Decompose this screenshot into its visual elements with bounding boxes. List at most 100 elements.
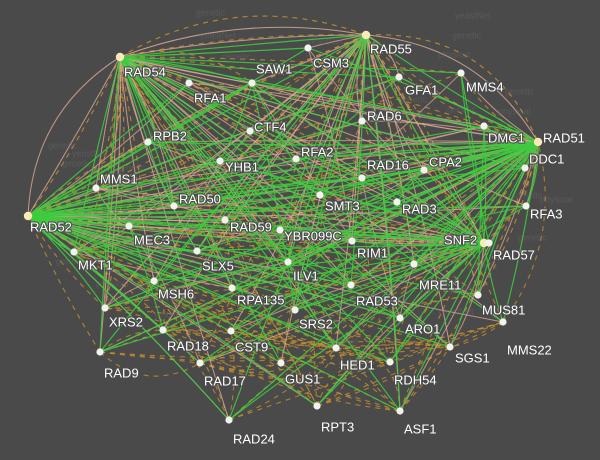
graph-edge <box>483 125 539 143</box>
graph-edge <box>287 169 425 263</box>
edge-type-label: physical <box>292 151 325 161</box>
graph-node[interactable] <box>92 184 100 192</box>
graph-edge <box>27 82 253 217</box>
graph-node[interactable] <box>304 44 312 52</box>
graph-node[interactable] <box>457 69 465 77</box>
graph-node-label: XRS2 <box>109 314 143 329</box>
graph-node[interactable] <box>185 79 193 87</box>
graph-node[interactable] <box>361 30 371 40</box>
node-layer[interactable] <box>23 30 543 424</box>
graph-node[interactable] <box>216 157 224 165</box>
graph-node[interactable] <box>23 211 33 221</box>
graph-edge <box>153 280 282 364</box>
graph-node[interactable] <box>292 155 300 163</box>
graph-node[interactable] <box>170 202 178 210</box>
graph-node-label: SLX5 <box>202 258 234 273</box>
graph-node[interactable] <box>485 239 493 247</box>
graph-edge <box>119 15 367 58</box>
graph-edge <box>224 219 401 319</box>
graph-node[interactable] <box>395 73 403 81</box>
graph-edge <box>119 50 253 84</box>
graph-edge <box>119 26 367 58</box>
graph-edge <box>398 76 485 244</box>
graph-node[interactable] <box>396 314 404 322</box>
graph-node[interactable] <box>221 216 229 224</box>
edge-type-label: genetic <box>398 94 428 104</box>
graph-edge <box>399 141 539 412</box>
graph-edge <box>128 225 164 331</box>
graph-node[interactable] <box>284 258 292 266</box>
graph-node[interactable] <box>248 79 256 87</box>
graph-edge <box>27 215 230 421</box>
edge-type-label: physical <box>186 210 219 220</box>
graph-node[interactable] <box>150 277 158 285</box>
edge-type-label: genetic <box>513 190 543 200</box>
graph-node-label: RFA3 <box>530 206 563 221</box>
graph-node-label: SNF2 <box>444 232 477 247</box>
graph-node[interactable] <box>396 407 404 415</box>
graph-node[interactable] <box>276 226 284 234</box>
edge-type-label: yeastNet <box>146 127 182 137</box>
graph-node[interactable] <box>358 174 366 182</box>
edge-type-label: genetic <box>62 158 92 168</box>
graph-node[interactable] <box>228 284 236 292</box>
graph-edge <box>99 242 485 353</box>
graph-node[interactable] <box>533 137 543 147</box>
graph-node[interactable] <box>101 304 109 312</box>
graph-node[interactable] <box>348 237 356 245</box>
graph-edge <box>119 56 527 207</box>
graph-node[interactable] <box>225 416 233 424</box>
graph-node-label: RAD57 <box>493 247 535 262</box>
graph-edge <box>104 56 121 309</box>
graph-node[interactable] <box>410 260 418 268</box>
graph-edge <box>27 215 106 309</box>
graph-edge <box>365 34 451 348</box>
graph-node[interactable] <box>316 191 324 199</box>
graph-edge <box>413 205 527 265</box>
graph-node[interactable] <box>313 402 321 410</box>
graph-node[interactable] <box>70 248 78 256</box>
graph-node[interactable] <box>159 326 167 334</box>
graph-node[interactable] <box>358 117 366 125</box>
graph-edge <box>287 261 337 349</box>
graph-node[interactable] <box>144 138 152 146</box>
edge-type-label: genetic <box>452 30 482 40</box>
graph-node[interactable] <box>332 344 340 352</box>
graph-node[interactable] <box>193 247 201 255</box>
graph-node[interactable] <box>420 166 428 174</box>
graph-node[interactable] <box>291 306 299 314</box>
edge-type-label: yeastNet <box>455 10 491 20</box>
edge-type-label: yeastNet <box>322 336 358 346</box>
graph-node[interactable] <box>277 359 285 367</box>
graph-node[interactable] <box>446 343 454 351</box>
graph-edge <box>279 120 363 231</box>
edge-type-label: genetic <box>505 86 535 96</box>
graph-edge <box>119 56 353 242</box>
graph-node[interactable] <box>393 198 401 206</box>
graph-edge <box>27 215 337 349</box>
graph-edge <box>230 169 425 332</box>
graph-node[interactable] <box>227 327 235 335</box>
graph-node[interactable] <box>96 348 104 356</box>
graph-edge <box>27 167 526 217</box>
graph-edge <box>279 34 367 231</box>
graph-edge <box>316 360 391 407</box>
graph-node[interactable] <box>125 222 133 230</box>
graph-edge <box>27 56 121 217</box>
graph-edge <box>196 250 401 319</box>
graph-node[interactable] <box>521 164 529 172</box>
graph-node[interactable] <box>347 281 355 289</box>
graph-edge <box>294 34 367 311</box>
graph-node[interactable] <box>474 291 482 299</box>
graph-node[interactable] <box>480 122 488 130</box>
graph-node[interactable] <box>246 127 254 135</box>
graph-node[interactable] <box>196 359 204 367</box>
graph-edge <box>389 242 485 363</box>
graph-node[interactable] <box>115 52 125 62</box>
graph-node[interactable] <box>499 318 507 326</box>
graph-node[interactable] <box>386 358 394 366</box>
graph-node[interactable] <box>522 202 530 210</box>
graph-edge <box>119 56 462 74</box>
